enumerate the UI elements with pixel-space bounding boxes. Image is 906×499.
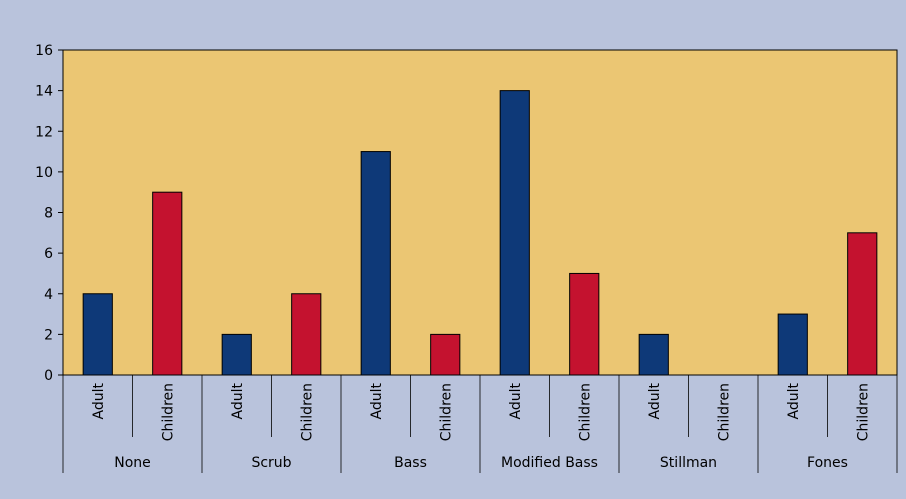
x-sublabel: Adult — [230, 383, 246, 420]
bar-none-children — [152, 191, 183, 376]
y-tick-label: 12 — [35, 124, 53, 140]
y-tick-label: 8 — [44, 206, 53, 222]
y-tick-label: 0 — [44, 368, 53, 384]
x-group-label: Scrub — [251, 455, 291, 471]
x-sublabel: Children — [855, 383, 871, 441]
x-sublabel: Children — [160, 383, 176, 441]
x-sublabel: Children — [716, 383, 732, 441]
y-tick-label: 10 — [35, 165, 53, 181]
bar-modified-bass-children — [569, 272, 600, 376]
y-tick-label: 6 — [44, 246, 53, 262]
bar-fones-children — [847, 232, 878, 376]
x-group-label: Bass — [394, 455, 427, 471]
x-sublabel: Children — [299, 383, 315, 441]
y-tick-label: 16 — [35, 43, 53, 59]
x-sublabel: Adult — [647, 383, 663, 420]
y-tick-label: 2 — [44, 327, 53, 343]
y-tick-label: 14 — [35, 84, 53, 100]
x-group-label: None — [114, 455, 151, 471]
bar-bass-adult — [360, 151, 391, 376]
x-sublabel: Children — [577, 383, 593, 441]
x-group-label: Modified Bass — [501, 455, 598, 471]
x-sublabel: Adult — [91, 383, 107, 420]
x-sublabel: Adult — [786, 383, 802, 420]
x-group-label: Stillman — [660, 455, 717, 471]
x-group-label: Fones — [807, 455, 848, 471]
x-sublabel: Children — [438, 383, 454, 441]
bar-none-adult — [82, 293, 113, 376]
bar-modified-bass-adult — [499, 90, 530, 376]
x-sublabel: Adult — [369, 383, 385, 420]
bar-bass-children — [430, 333, 461, 376]
bar-stillman-adult — [638, 333, 669, 376]
y-tick-label: 4 — [44, 287, 53, 303]
bar-fones-adult — [777, 313, 808, 376]
bar-scrub-children — [291, 293, 322, 376]
x-sublabel: Adult — [508, 383, 524, 420]
bar-scrub-adult — [221, 333, 252, 376]
plot-area — [62, 49, 898, 376]
